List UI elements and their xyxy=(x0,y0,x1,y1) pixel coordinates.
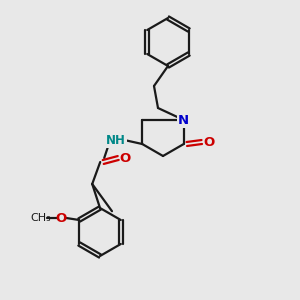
Text: O: O xyxy=(120,152,131,164)
Text: CH₃: CH₃ xyxy=(31,213,52,223)
Text: O: O xyxy=(203,136,214,148)
Text: O: O xyxy=(56,212,67,224)
Text: NH: NH xyxy=(106,134,126,146)
Text: N: N xyxy=(178,113,189,127)
